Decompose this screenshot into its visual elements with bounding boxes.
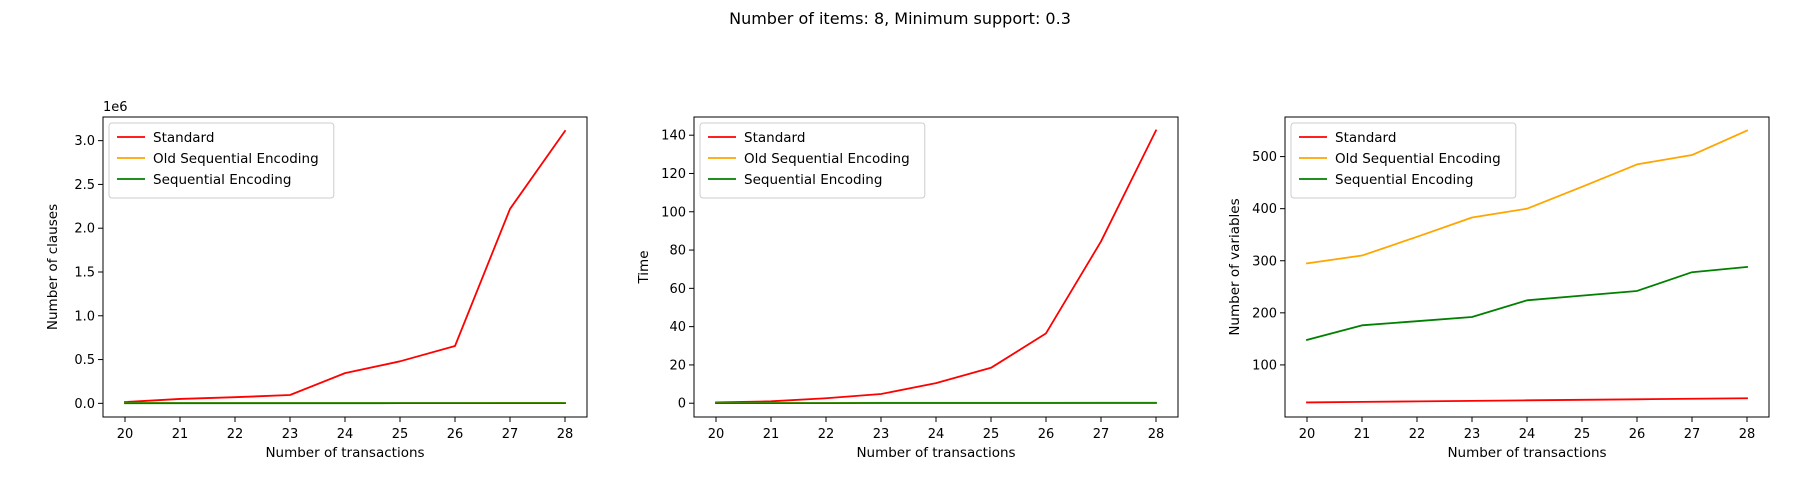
legend-frame <box>108 122 335 199</box>
legend-label: Old Sequential Encoding <box>1335 151 1501 167</box>
x-axis-label: Number of transactions <box>1447 445 1606 461</box>
x-tick-label: 25 <box>1574 427 1591 442</box>
y-axis-label: Number of variables <box>1227 198 1243 335</box>
y-tick-label: 2.5 <box>74 178 95 193</box>
x-tick-label: 24 <box>1519 427 1536 442</box>
x-tick-label: 28 <box>1148 427 1165 442</box>
y-offset-label: 1e6 <box>103 100 128 115</box>
x-axis-label: Number of transactions <box>856 445 1015 461</box>
legend-label: Standard <box>153 130 214 146</box>
legend: Standard Old Sequential Encoding Sequentia… <box>108 122 335 199</box>
y-tick-label: 120 <box>661 167 686 182</box>
x-tick-label: 23 <box>873 427 890 442</box>
x-axis-label: Number of transactions <box>265 445 424 461</box>
x-tick-label: 20 <box>1299 427 1316 442</box>
x-tick-label: 25 <box>983 427 1000 442</box>
variables-subplot: 20 21 22 23 24 25 26 27 28 100 200 300 400 500 Number … <box>1227 116 1770 461</box>
x-tick-label: 23 <box>1464 427 1481 442</box>
x-tick-label: 24 <box>928 427 945 442</box>
y-tick-label: 0 <box>678 397 686 412</box>
y-tick-label: 400 <box>1252 202 1277 217</box>
y-tick-label: 100 <box>1252 358 1277 373</box>
x-tick-label: 25 <box>392 427 409 442</box>
x-tick-label: 21 <box>172 427 189 442</box>
x-tick-label: 24 <box>337 427 354 442</box>
legend-frame <box>1290 122 1517 199</box>
y-tick-label: 20 <box>669 358 686 373</box>
x-tick-label: 23 <box>282 427 299 442</box>
y-tick-label: 100 <box>661 205 686 220</box>
series-line-standard <box>1306 397 1748 404</box>
x-tick-label: 27 <box>1093 427 1110 442</box>
y-tick-label: 300 <box>1252 254 1277 269</box>
y-tick-label: 0.0 <box>74 397 95 412</box>
legend-label: Standard <box>744 130 805 146</box>
y-tick-label: 1.0 <box>74 309 95 324</box>
x-tick-label: 26 <box>1038 427 1055 442</box>
x-tick-label: 28 <box>557 427 574 442</box>
x-tick-label: 20 <box>117 427 134 442</box>
legend-label: Sequential Encoding <box>153 172 291 188</box>
x-tick-label: 28 <box>1739 427 1756 442</box>
x-tick-label: 26 <box>447 427 464 442</box>
legend-frame <box>699 122 926 199</box>
legend-label: Old Sequential Encoding <box>153 151 319 167</box>
y-tick-label: 140 <box>661 129 686 144</box>
y-tick-label: 0.5 <box>74 353 95 368</box>
y-axis-label: Number of clauses <box>45 204 61 330</box>
clauses-subplot: 20 21 22 23 24 25 26 27 28 0.0 0.5 1.0 1.5 2.0 2.5 3.0 1… <box>45 100 588 461</box>
x-tick-label: 22 <box>818 427 835 442</box>
x-tick-label: 27 <box>1684 427 1701 442</box>
x-tick-label: 21 <box>1354 427 1371 442</box>
time-subplot: 20 21 22 23 24 25 26 27 28 0 20 40 60 80 100 120 140 Numb… <box>636 116 1179 461</box>
y-tick-label: 2.0 <box>74 222 95 237</box>
legend-label: Sequential Encoding <box>1335 172 1473 188</box>
series-line-old-sequential-encoding <box>1305 129 1749 265</box>
legend: Standard Old Sequential Encoding Sequentia… <box>699 122 926 199</box>
y-tick-label: 40 <box>669 320 686 335</box>
legend: Standard Old Sequential Encoding Sequentia… <box>1290 122 1517 199</box>
x-tick-label: 22 <box>227 427 244 442</box>
figure-suptitle: Number of items: 8, Minimum support: 0.3 <box>729 9 1071 28</box>
y-axis-label: Time <box>636 250 652 284</box>
y-tick-label: 500 <box>1252 150 1277 165</box>
x-tick-label: 27 <box>502 427 519 442</box>
legend-label: Old Sequential Encoding <box>744 151 910 167</box>
series-line-sequential-encoding <box>1305 266 1748 342</box>
x-tick-label: 26 <box>1629 427 1646 442</box>
x-tick-label: 21 <box>763 427 780 442</box>
y-tick-label: 60 <box>669 282 686 297</box>
y-tick-label: 1.5 <box>74 265 95 280</box>
legend-label: Sequential Encoding <box>744 172 882 188</box>
y-tick-label: 3.0 <box>74 134 95 149</box>
series-line-standard <box>124 129 567 403</box>
x-tick-label: 22 <box>1409 427 1426 442</box>
legend-label: Standard <box>1335 130 1396 146</box>
y-tick-label: 80 <box>669 244 686 259</box>
series-line-standard <box>715 129 1158 404</box>
y-tick-label: 200 <box>1252 306 1277 321</box>
x-tick-label: 20 <box>708 427 725 442</box>
